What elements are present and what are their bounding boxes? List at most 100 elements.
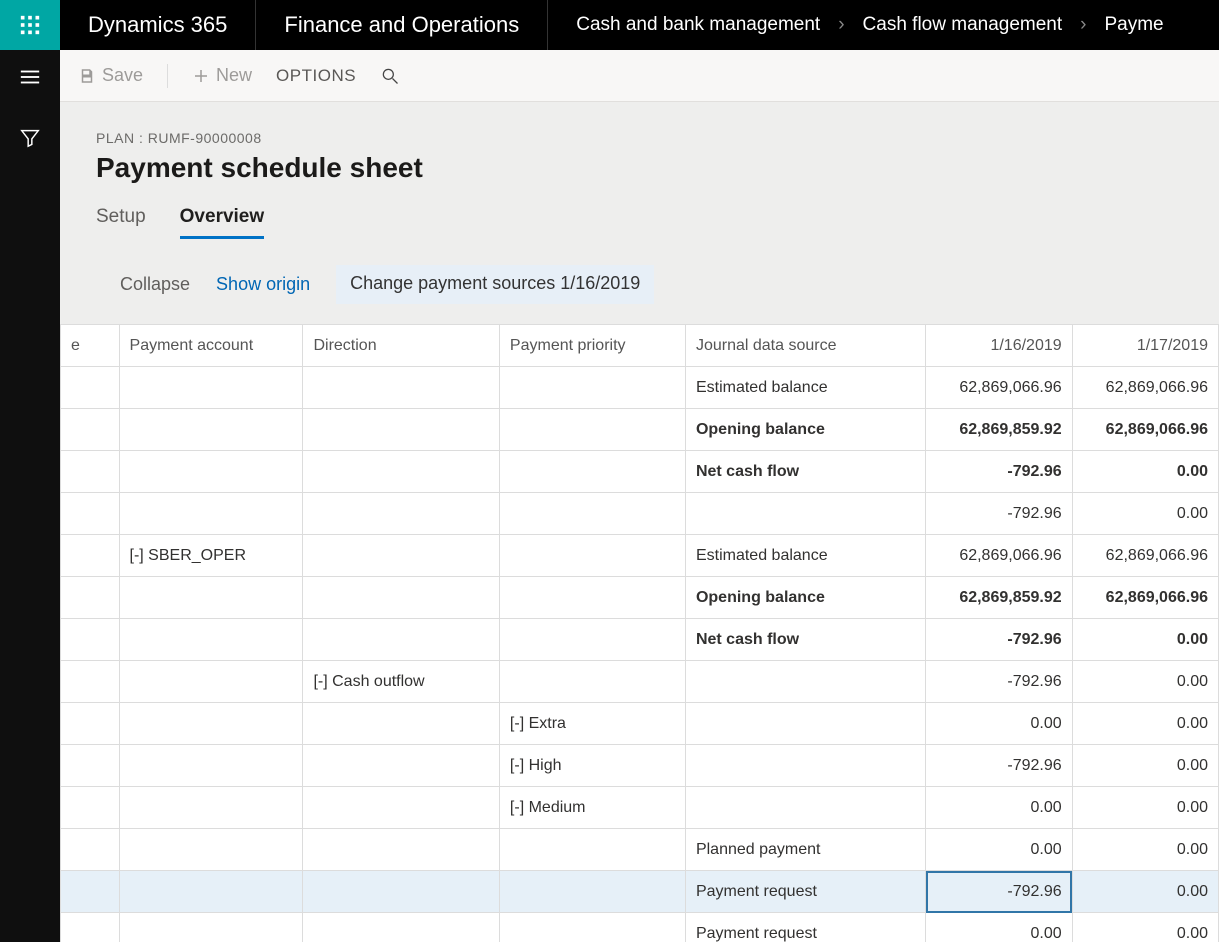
cell-src[interactable] [685,493,925,535]
cell-pri[interactable] [499,493,685,535]
cell-dir[interactable] [303,787,499,829]
tab-overview[interactable]: Overview [180,206,265,239]
cell-e[interactable] [61,451,120,493]
cell-pri[interactable] [499,661,685,703]
table-row[interactable]: Planned payment0.000.00 [61,829,1219,871]
module-label[interactable]: Finance and Operations [256,0,548,50]
table-row[interactable]: Estimated balance62,869,066.9662,869,066… [61,367,1219,409]
table-row[interactable]: Opening balance62,869,859.9262,869,066.9… [61,409,1219,451]
cell-src[interactable]: Opening balance [685,409,925,451]
cell-e[interactable] [61,367,120,409]
cell-d2[interactable]: 0.00 [1072,493,1218,535]
col-date-1[interactable]: 1/16/2019 [926,325,1072,367]
cell-dir[interactable] [303,829,499,871]
cell-dir[interactable] [303,703,499,745]
cell-dir[interactable] [303,535,499,577]
cell-pri[interactable] [499,367,685,409]
table-row[interactable]: [-] SBER_OPEREstimated balance62,869,066… [61,535,1219,577]
cell-e[interactable] [61,871,120,913]
show-origin-link[interactable]: Show origin [216,274,310,295]
cell-pri[interactable]: [-] Extra [499,703,685,745]
col-payment-account[interactable]: Payment account [119,325,303,367]
cell-d2[interactable]: 62,869,066.96 [1072,535,1218,577]
tab-setup[interactable]: Setup [96,206,146,239]
cell-src[interactable]: Estimated balance [685,535,925,577]
cell-pri[interactable] [499,619,685,661]
cell-src[interactable]: Payment request [685,913,925,942]
cell-acct[interactable] [119,913,303,942]
cell-src[interactable] [685,661,925,703]
brand-label[interactable]: Dynamics 365 [60,0,256,50]
cell-d1[interactable]: 62,869,066.96 [926,535,1072,577]
cell-d1[interactable]: -792.96 [926,745,1072,787]
cell-e[interactable] [61,913,120,942]
cell-acct[interactable]: [-] SBER_OPER [119,535,303,577]
cell-dir[interactable] [303,577,499,619]
col-e[interactable]: e [61,325,120,367]
cell-acct[interactable] [119,367,303,409]
table-row[interactable]: -792.960.00 [61,493,1219,535]
cell-d1[interactable]: 0.00 [926,913,1072,942]
change-sources-link[interactable]: Change payment sources 1/16/2019 [336,265,654,304]
cell-d1[interactable]: -792.96 [926,451,1072,493]
table-row[interactable]: Payment request-792.960.00 [61,871,1219,913]
cell-pri[interactable]: [-] High [499,745,685,787]
cell-e[interactable] [61,745,120,787]
cell-dir[interactable] [303,619,499,661]
cell-d1[interactable]: 62,869,859.92 [926,409,1072,451]
cell-e[interactable] [61,661,120,703]
cell-src[interactable] [685,745,925,787]
table-row[interactable]: Net cash flow-792.960.00 [61,619,1219,661]
table-row[interactable]: [-] Medium 0.000.00 [61,787,1219,829]
cell-d2[interactable]: 0.00 [1072,451,1218,493]
cell-d1[interactable]: 0.00 [926,829,1072,871]
cell-acct[interactable] [119,703,303,745]
cell-e[interactable] [61,535,120,577]
search-button[interactable] [380,66,400,86]
cell-dir[interactable] [303,409,499,451]
cell-acct[interactable] [119,661,303,703]
cell-src[interactable]: Net cash flow [685,451,925,493]
options-button[interactable]: OPTIONS [276,66,356,86]
filter-button[interactable] [19,127,41,152]
cell-d1[interactable]: -792.96 [926,619,1072,661]
cell-pri[interactable] [499,913,685,942]
new-button[interactable]: New [192,65,252,86]
cell-dir[interactable] [303,745,499,787]
cell-src[interactable]: Payment request [685,871,925,913]
cell-acct[interactable] [119,451,303,493]
cell-acct[interactable] [119,409,303,451]
cell-pri[interactable] [499,451,685,493]
cell-acct[interactable] [119,745,303,787]
hamburger-button[interactable] [19,66,41,91]
table-row[interactable]: Payment request0.000.00 [61,913,1219,942]
cell-src[interactable] [685,703,925,745]
cell-d1[interactable]: 0.00 [926,787,1072,829]
cell-e[interactable] [61,787,120,829]
cell-acct[interactable] [119,871,303,913]
cell-pri[interactable]: [-] Medium [499,787,685,829]
save-button[interactable]: Save [78,65,143,86]
breadcrumb-item[interactable]: Payme [1104,14,1163,36]
cell-d1[interactable]: -792.96 [926,661,1072,703]
cell-pri[interactable] [499,577,685,619]
col-direction[interactable]: Direction [303,325,499,367]
cell-d2[interactable]: 0.00 [1072,871,1218,913]
cell-dir[interactable] [303,451,499,493]
cell-dir[interactable] [303,367,499,409]
cell-src[interactable]: Net cash flow [685,619,925,661]
cell-acct[interactable] [119,577,303,619]
cell-d2[interactable]: 0.00 [1072,661,1218,703]
breadcrumb-item[interactable]: Cash and bank management [576,14,820,36]
cell-d2[interactable]: 62,869,066.96 [1072,409,1218,451]
cell-acct[interactable] [119,493,303,535]
cell-d1[interactable]: 0.00 [926,703,1072,745]
cell-e[interactable] [61,409,120,451]
cell-pri[interactable] [499,535,685,577]
cell-d1[interactable]: 62,869,859.92 [926,577,1072,619]
table-row[interactable]: Net cash flow-792.960.00 [61,451,1219,493]
cell-e[interactable] [61,703,120,745]
table-row[interactable]: [-] Cash outflow-792.960.00 [61,661,1219,703]
cell-d2[interactable]: 0.00 [1072,913,1218,942]
cell-d2[interactable]: 0.00 [1072,787,1218,829]
